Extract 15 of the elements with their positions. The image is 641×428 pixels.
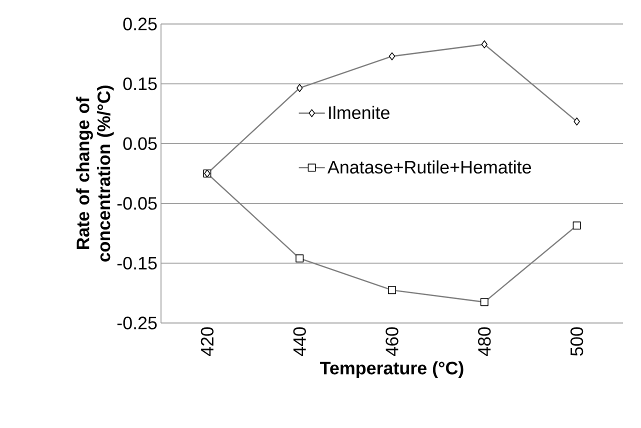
y-tick-label: -0.25: [117, 316, 157, 330]
y-axis-title: Rate of change of concentration (%/°C): [76, 86, 114, 262]
y-tick-label: 0.05: [123, 137, 157, 150]
y-tick-label: -0.15: [117, 256, 157, 270]
y-tick-label: -0.05: [117, 197, 157, 210]
x-tick-label: 500: [570, 327, 584, 356]
x-tick-label: 480: [478, 327, 491, 356]
x-axis-title: Temperature (°C): [320, 361, 464, 378]
legend-label: Anatase+Rutile+Hematite: [327, 160, 531, 174]
x-tick-label: 440: [293, 327, 306, 356]
x-tick-label: 420: [200, 327, 214, 356]
y-tick-label: 0.15: [123, 77, 157, 90]
legend-label: Ilmenite: [329, 106, 390, 120]
y-tick-label: 0.25: [123, 18, 157, 30]
x-tick-label: 460: [386, 327, 398, 356]
